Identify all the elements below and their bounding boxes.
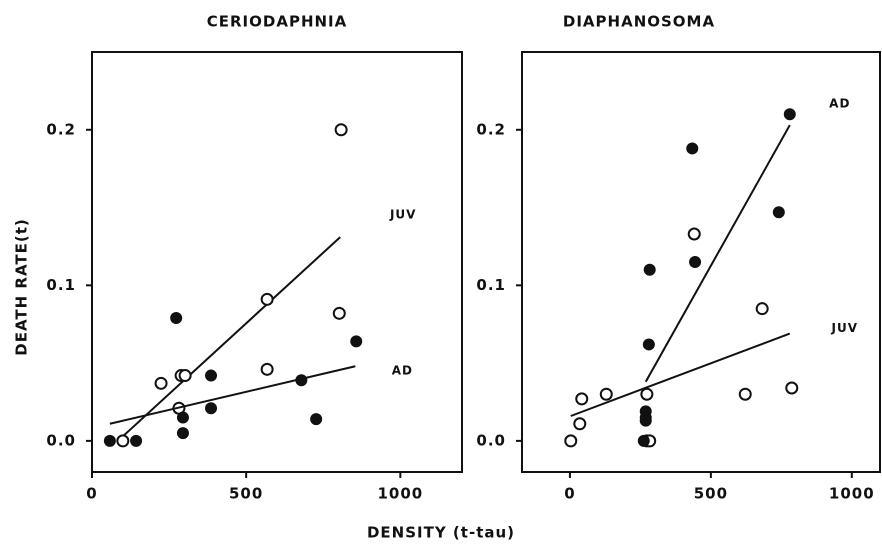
- data-point: [310, 413, 323, 426]
- panel-title: DIAPHANOSOMA: [563, 13, 715, 31]
- data-point: [350, 335, 363, 348]
- fit-line: [117, 236, 341, 442]
- plot-frame: [91, 51, 463, 473]
- data-point: [642, 338, 655, 351]
- data-point: [334, 123, 348, 137]
- series-label: AD: [392, 364, 413, 378]
- data-point: [176, 411, 189, 424]
- x-tick-label: 500: [229, 485, 263, 503]
- data-point: [599, 387, 613, 401]
- y-tick-label: 0.0: [476, 431, 506, 449]
- x-axis-label: DENSITY (t-tau): [367, 524, 515, 542]
- series-label: JUV: [831, 321, 859, 335]
- data-point: [260, 292, 274, 306]
- data-point: [640, 387, 654, 401]
- data-point: [573, 417, 587, 431]
- data-point: [575, 392, 589, 406]
- series-label: AD: [829, 97, 850, 111]
- x-tick-label: 1000: [377, 485, 423, 503]
- x-tick-label: 1000: [829, 485, 875, 503]
- plot-frame: [521, 51, 881, 473]
- data-point: [643, 263, 656, 276]
- y-axis-label: DEATH RATE(t): [13, 218, 31, 356]
- data-point: [687, 227, 701, 241]
- data-point: [176, 427, 189, 440]
- y-tick-label: 0.0: [46, 431, 76, 449]
- data-point: [755, 302, 769, 316]
- data-point: [689, 256, 702, 268]
- data-point: [205, 369, 218, 382]
- data-point: [178, 369, 192, 383]
- data-point: [783, 108, 796, 121]
- data-point: [637, 434, 650, 447]
- fit-line: [109, 365, 356, 425]
- data-point: [205, 402, 218, 415]
- x-tick-label: 500: [694, 485, 728, 503]
- y-tick-label: 0.2: [46, 120, 76, 138]
- data-point: [130, 434, 143, 447]
- data-point: [103, 434, 116, 447]
- data-point: [154, 376, 168, 390]
- data-point: [772, 206, 785, 219]
- panel-title: CERIODAPHNIA: [207, 13, 348, 31]
- data-point: [564, 434, 578, 448]
- series-label: JUV: [389, 208, 417, 222]
- x-tick-label: 0: [86, 485, 97, 503]
- y-tick-label: 0.2: [476, 120, 506, 138]
- data-point: [170, 312, 183, 324]
- data-point: [295, 374, 308, 387]
- data-point: [260, 362, 274, 376]
- data-point: [639, 414, 652, 427]
- fit-line: [644, 124, 791, 383]
- data-point: [738, 387, 752, 401]
- y-tick-label: 0.1: [476, 276, 506, 294]
- data-point: [332, 306, 346, 320]
- data-point: [686, 142, 699, 155]
- data-point: [116, 434, 130, 448]
- fit-line: [570, 332, 791, 417]
- y-tick-label: 0.1: [46, 276, 76, 294]
- data-point: [785, 381, 799, 395]
- x-tick-label: 0: [564, 485, 575, 503]
